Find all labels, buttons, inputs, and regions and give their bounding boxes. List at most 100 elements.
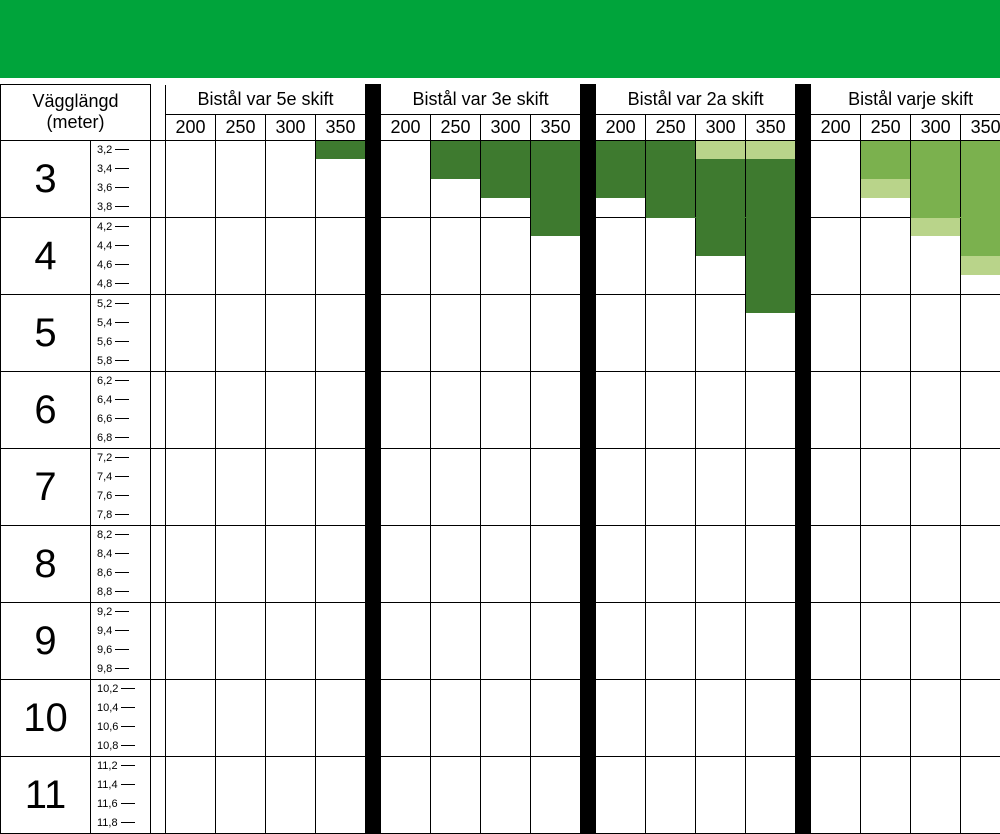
data-cell [531, 159, 581, 178]
data-cell [531, 140, 581, 159]
data-cell [166, 602, 216, 621]
data-cell [166, 506, 216, 525]
data-cell [431, 660, 481, 679]
data-cell [811, 236, 861, 255]
data-cell [596, 525, 646, 544]
data-cell [596, 583, 646, 602]
column-gap [581, 371, 596, 448]
sub-row-label: 11,4 [97, 776, 118, 795]
data-cell [911, 525, 961, 544]
data-cell [861, 410, 911, 429]
data-cell [811, 294, 861, 313]
data-cell [596, 660, 646, 679]
data-cell [911, 467, 961, 486]
data-cell [961, 179, 1000, 198]
data-cell [216, 679, 266, 698]
data-cell [266, 487, 316, 506]
data-cell [646, 718, 696, 737]
data-cell [266, 506, 316, 525]
data-cell [696, 660, 746, 679]
data-cell [531, 737, 581, 756]
data-cell [746, 660, 796, 679]
data-cell [166, 583, 216, 602]
data-cell [646, 371, 696, 390]
data-cell [911, 814, 961, 833]
data-cell [911, 487, 961, 506]
data-cell [266, 313, 316, 332]
data-cell [861, 429, 911, 448]
data-cell [481, 294, 531, 313]
data-cell [696, 718, 746, 737]
data-cell [861, 352, 911, 371]
data-cell [646, 236, 696, 255]
data-cell [531, 487, 581, 506]
data-cell [961, 313, 1000, 332]
data-cell [431, 448, 481, 467]
data-cell [316, 506, 366, 525]
sub-row-label: 9,2 [97, 603, 112, 622]
data-cell [646, 352, 696, 371]
data-cell [316, 564, 366, 583]
data-cell [696, 294, 746, 313]
sub-row-label: 10,8 [97, 737, 118, 756]
data-cell [646, 544, 696, 563]
data-cell [961, 660, 1000, 679]
data-cell [861, 775, 911, 794]
data-cell [746, 641, 796, 660]
data-cell [266, 256, 316, 275]
sub-row-label: 8,8 [97, 583, 112, 602]
data-cell [431, 236, 481, 255]
sub-row-labels: 11,211,411,611,8 [91, 756, 151, 833]
data-cell [811, 718, 861, 737]
data-cell [531, 718, 581, 737]
sub-row-label: 10,4 [97, 699, 118, 718]
data-cell [481, 429, 531, 448]
sub-row-label: 11,6 [97, 795, 118, 814]
data-cell [381, 679, 431, 698]
data-cell [431, 814, 481, 833]
column-gap [581, 217, 596, 294]
column-gap [581, 140, 596, 217]
data-cell [166, 371, 216, 390]
data-cell [316, 641, 366, 660]
column-gap [796, 602, 811, 679]
data-cell [266, 236, 316, 255]
data-cell [596, 429, 646, 448]
data-cell [431, 159, 481, 178]
data-cell [961, 159, 1000, 178]
data-cell [531, 467, 581, 486]
data-cell [911, 410, 961, 429]
data-cell [696, 506, 746, 525]
data-cell [166, 679, 216, 698]
data-cell [216, 525, 266, 544]
main-row-number: 3 [1, 140, 91, 217]
column-gap [581, 85, 596, 141]
data-cell [481, 390, 531, 409]
data-cell [316, 159, 366, 178]
data-cell [961, 275, 1000, 294]
data-cell [166, 795, 216, 814]
data-cell [861, 602, 911, 621]
data-cell [381, 795, 431, 814]
data-cell [646, 256, 696, 275]
data-cell [316, 660, 366, 679]
data-cell [216, 737, 266, 756]
data-cell [596, 448, 646, 467]
data-cell [381, 718, 431, 737]
data-cell [166, 410, 216, 429]
data-cell [166, 641, 216, 660]
data-cell [381, 641, 431, 660]
data-cell [646, 333, 696, 352]
data-cell [531, 352, 581, 371]
data-cell [166, 660, 216, 679]
data-cell [746, 525, 796, 544]
data-cell [266, 775, 316, 794]
data-cell [381, 583, 431, 602]
data-cell [646, 140, 696, 159]
data-cell [746, 352, 796, 371]
data-cell [266, 583, 316, 602]
column-header: 350 [961, 114, 1000, 140]
column-header: 200 [166, 114, 216, 140]
data-cell [596, 333, 646, 352]
data-cell [531, 775, 581, 794]
